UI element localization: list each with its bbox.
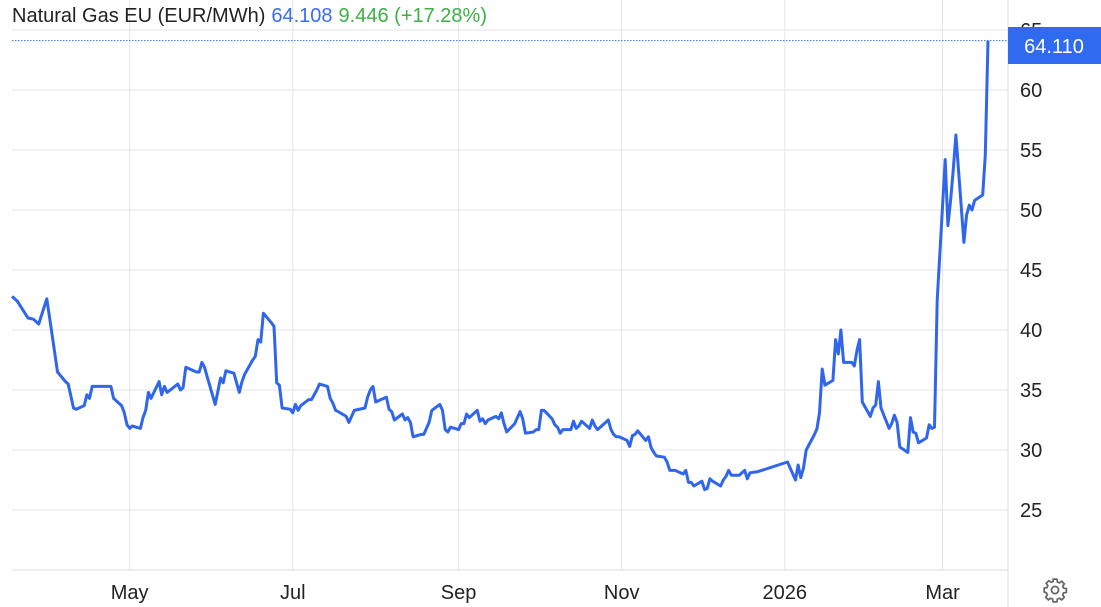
- y-tick-label: 25: [1020, 500, 1042, 522]
- grid: [12, 0, 1008, 570]
- x-tick-label: Mar: [925, 582, 960, 604]
- x-tick-label: Sep: [441, 582, 477, 604]
- price-change: 9.446 (+17.28%): [338, 5, 487, 27]
- x-tick-label: Nov: [604, 582, 640, 604]
- price-series-line: [10, 40, 990, 492]
- x-tick-label: Jul: [280, 582, 306, 604]
- y-tick-label: 40: [1020, 320, 1042, 342]
- y-tick-label: 35: [1020, 380, 1042, 402]
- y-tick-label: 55: [1020, 140, 1042, 162]
- x-tick-label: 2026: [763, 582, 808, 604]
- current-price: 64.108: [271, 5, 333, 27]
- axes: [12, 0, 1009, 607]
- last-price-text: 64.110: [1024, 36, 1084, 58]
- gear-icon[interactable]: [1042, 577, 1068, 603]
- y-axis-labels: 253035404550556065: [1020, 20, 1042, 522]
- y-tick-label: 30: [1020, 440, 1042, 462]
- x-axis-labels: May Jul Sep Nov 2026 Mar: [111, 582, 960, 604]
- x-tick-label: May: [111, 582, 149, 604]
- y-tick-label: 45: [1020, 260, 1042, 282]
- y-tick-label: 60: [1020, 80, 1042, 102]
- last-price-badge: 64.110: [1008, 27, 1101, 64]
- chart-header: Natural Gas EU (EUR/MWh) 64.108 9.446 (+17…: [12, 5, 493, 28]
- instrument-title: Natural Gas EU (EUR/MWh): [12, 5, 266, 27]
- y-tick-label: 50: [1020, 200, 1042, 222]
